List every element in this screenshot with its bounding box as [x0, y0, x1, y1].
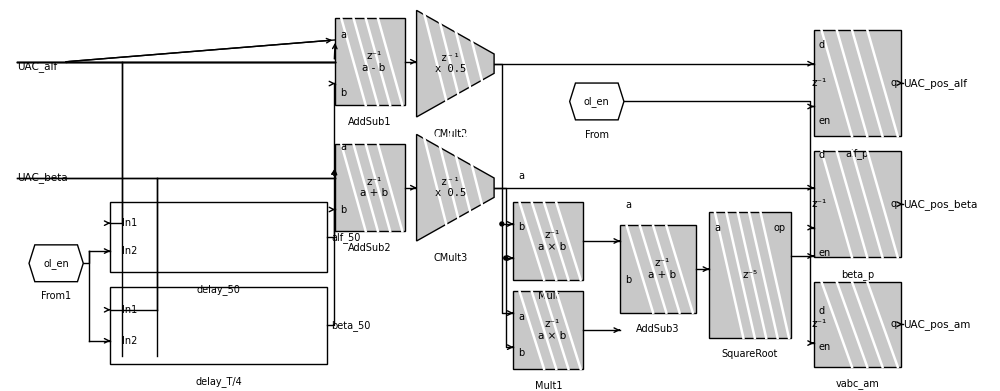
Bar: [620, 226, 696, 313]
Circle shape: [500, 222, 504, 226]
Bar: [709, 212, 791, 338]
Text: AddSub3: AddSub3: [636, 324, 680, 334]
Bar: [814, 30, 901, 136]
Text: UAC_pos_beta: UAC_pos_beta: [903, 199, 977, 210]
Text: z⁻¹
a × b: z⁻¹ a × b: [538, 230, 566, 252]
Text: en: en: [819, 342, 831, 352]
Text: From: From: [585, 129, 609, 140]
Text: UAC_pos_alf: UAC_pos_alf: [903, 77, 967, 88]
Text: CMult3: CMult3: [433, 253, 468, 263]
Text: en: en: [819, 116, 831, 126]
Bar: [814, 282, 901, 367]
Text: d: d: [819, 150, 825, 160]
Text: ol_en: ol_en: [43, 258, 69, 269]
Text: beta_p: beta_p: [841, 269, 874, 280]
Text: SquareRoot: SquareRoot: [722, 350, 778, 359]
Text: Mult: Mult: [538, 291, 559, 301]
Text: Mult1: Mult1: [535, 380, 562, 391]
Text: q: q: [890, 319, 896, 329]
Text: b: b: [518, 348, 525, 358]
Bar: [513, 291, 583, 369]
Text: beta_50: beta_50: [331, 320, 371, 331]
Text: z⁻¹
x 0.5: z⁻¹ x 0.5: [435, 53, 466, 74]
Text: delay_T/4: delay_T/4: [196, 376, 242, 387]
Text: q: q: [890, 78, 896, 88]
Text: z⁻¹
a + b: z⁻¹ a + b: [648, 258, 676, 280]
Text: AddSub1: AddSub1: [348, 117, 392, 127]
Text: b: b: [340, 88, 346, 99]
Text: AddSub2: AddSub2: [348, 243, 392, 253]
Circle shape: [504, 256, 508, 260]
Text: From1: From1: [41, 291, 71, 301]
Text: en: en: [819, 248, 831, 258]
Bar: [110, 287, 327, 364]
Text: z⁻⁵: z⁻⁵: [742, 270, 757, 280]
Text: b: b: [625, 275, 631, 285]
Text: a: a: [714, 223, 720, 233]
Bar: [110, 202, 327, 272]
Text: a: a: [340, 30, 346, 40]
Text: vabc_am: vabc_am: [836, 378, 879, 389]
Text: b: b: [340, 205, 346, 215]
Text: alf_50: alf_50: [331, 231, 361, 242]
Text: a: a: [340, 142, 346, 152]
Text: In2: In2: [122, 246, 137, 256]
Text: z⁻¹
a × b: z⁻¹ a × b: [538, 319, 566, 341]
Text: a: a: [518, 171, 524, 181]
Text: z⁻¹: z⁻¹: [811, 78, 826, 88]
Text: q: q: [890, 199, 896, 209]
Polygon shape: [417, 11, 494, 117]
Text: a: a: [518, 312, 524, 322]
Text: In1: In1: [122, 305, 137, 315]
Text: op: op: [774, 223, 786, 233]
Bar: [814, 151, 901, 257]
Text: delay_50: delay_50: [197, 283, 241, 294]
Polygon shape: [29, 245, 83, 282]
Bar: [335, 144, 405, 231]
Text: b: b: [518, 222, 525, 231]
Bar: [513, 202, 583, 280]
Text: alf_p: alf_p: [846, 148, 869, 159]
Text: UAC_beta: UAC_beta: [17, 172, 68, 183]
Text: CMult2: CMult2: [433, 129, 468, 138]
Text: d: d: [819, 307, 825, 316]
Text: ol_en: ol_en: [584, 96, 610, 107]
Text: UAC_alf: UAC_alf: [17, 61, 58, 72]
Text: z⁻¹: z⁻¹: [811, 199, 826, 209]
Polygon shape: [417, 135, 494, 241]
Text: z⁻¹
x 0.5: z⁻¹ x 0.5: [435, 177, 466, 199]
Text: z⁻¹
a + b: z⁻¹ a + b: [360, 177, 388, 199]
Text: In2: In2: [122, 336, 137, 346]
Text: UAC_pos_am: UAC_pos_am: [903, 319, 970, 330]
Bar: [335, 18, 405, 105]
Text: z⁻¹: z⁻¹: [811, 319, 826, 329]
Polygon shape: [570, 83, 624, 120]
Text: In1: In1: [122, 218, 137, 228]
Text: a: a: [625, 200, 631, 210]
Text: d: d: [819, 40, 825, 50]
Text: z⁻¹
a - b: z⁻¹ a - b: [362, 51, 386, 73]
